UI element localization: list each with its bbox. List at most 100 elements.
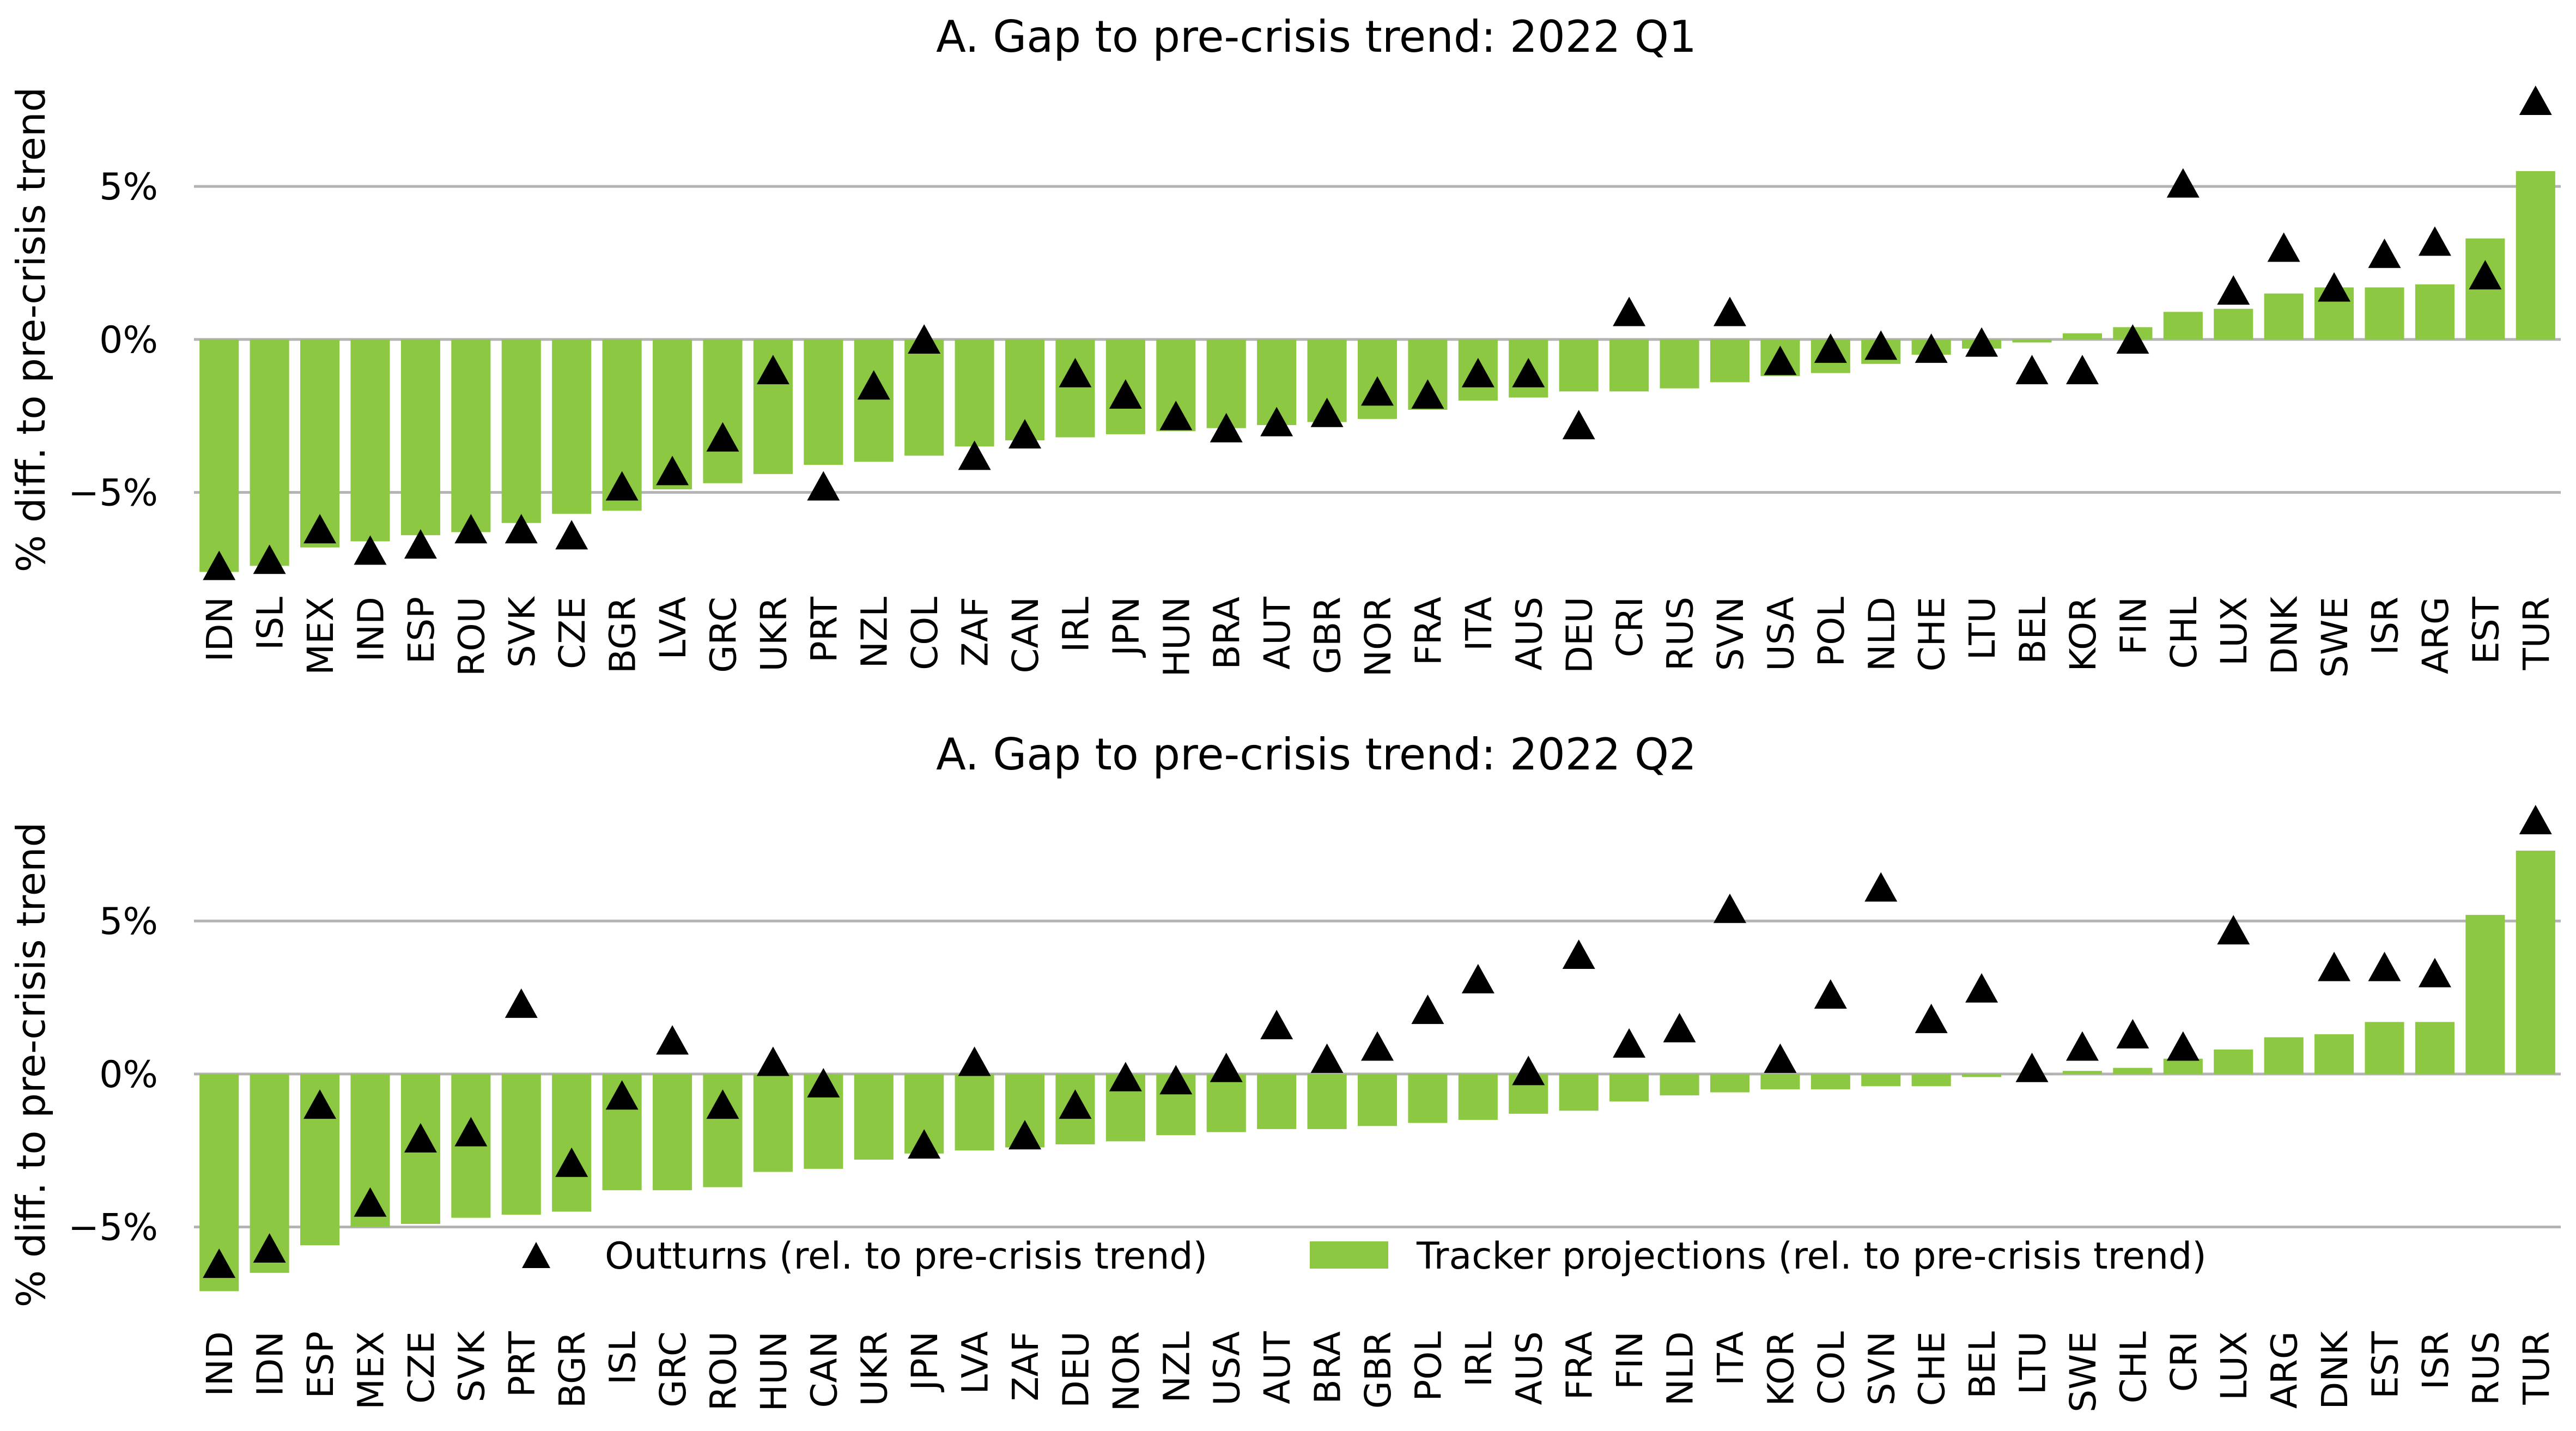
outturn-marker-q2-irl [1461,963,1494,993]
x-tick-label-q2: IRL [1458,1331,1500,1387]
y-tick-label-q1: 5% [99,166,158,209]
x-tick-label-q2: IDN [250,1331,291,1397]
tracker-bar-q1-rus [1660,339,1699,389]
x-tick-label-q2: ISR [2415,1331,2457,1390]
x-tick-label-q2: SVK [451,1330,493,1402]
outturn-marker-q1-ltu [1965,327,1998,357]
tracker-bar-q1-rou [451,339,491,532]
x-tick-label-q1: ISL [250,597,291,650]
outturn-marker-q2-swe [2065,1031,2099,1061]
legend-outturn-marker [522,1242,550,1268]
x-tick-label-q2: DNK [2314,1330,2356,1409]
outturn-marker-q2-ita [1713,893,1746,923]
outturn-marker-q1-idn [203,550,236,580]
outturn-marker-q2-aus [1512,1056,1545,1086]
x-tick-label-q1: SWE [2314,597,2356,678]
outturn-marker-q2-cze [404,1123,437,1153]
outturn-marker-q1-nzl [857,370,890,400]
outturn-marker-q1-aus [1512,357,1545,387]
outturn-marker-q2-can [807,1068,840,1097]
tracker-bar-q2-lva [955,1074,994,1151]
tracker-bar-q2-isr [2415,1022,2455,1074]
x-tick-label-q2: PRT [501,1331,543,1397]
outturn-marker-q1-lva [656,456,689,486]
outturn-marker-q2-nor [1109,1062,1142,1092]
tracker-bar-q2-cri [2163,1058,2203,1074]
outturn-marker-q1-irl [1059,357,1092,387]
x-tick-label-q2: ROU [702,1331,744,1411]
outturn-marker-q2-che [1915,1003,1948,1033]
x-tick-label-q1: SVK [501,596,543,668]
x-tick-label-q2: LUX [2213,1331,2255,1400]
outturn-marker-q2-svn [1864,872,1898,902]
x-tick-label-q1: POL [1811,597,1852,667]
outturn-marker-q2-nld [1663,1012,1696,1042]
x-tick-label-q1: IND [350,597,392,662]
x-tick-label-q1: GBR [1307,597,1349,674]
tracker-bar-q2-bgr [552,1074,592,1212]
outturn-marker-q2-idn [253,1233,286,1263]
y-tick-label-q2: −5% [68,1206,158,1250]
outturn-marker-q2-isr [2418,957,2451,987]
outturn-marker-q1-arg [2418,226,2451,256]
tracker-bar-q2-swe [2062,1071,2103,1074]
x-tick-label-q2: ZAF [1005,1331,1047,1401]
x-tick-label-q1: CZE [551,597,593,669]
x-tick-label-q1: NOR [1357,597,1399,677]
tracker-bar-q1-isr [2365,287,2404,339]
tracker-bar-q2-bel [1962,1074,2002,1077]
y-tick-label-q2: 0% [99,1053,158,1096]
tracker-bar-q1-esp [400,339,440,536]
tracker-bar-q2-che [1911,1074,1951,1087]
tracker-bar-q1-isl [250,339,289,566]
outturn-marker-q1-lux [2217,275,2250,305]
outturn-marker-q2-pol [1411,995,1444,1024]
x-tick-label-q1: AUT [1256,596,1298,669]
x-tick-label-q2: JPN [904,1331,946,1393]
x-tick-label-q1: CAN [1005,597,1047,674]
x-tick-label-q1: ESP [400,597,442,664]
x-tick-label-q1: NZL [854,597,896,669]
grid-lines-q2 [194,919,2561,1229]
panel-q1: A. Gap to pre-crisis trend: 2022 Q1 % di… [8,11,2561,678]
tracker-bar-q1-col [904,339,944,456]
tracker-bar-q2-kor [1760,1074,1800,1089]
x-tick-label-q1: RUS [1660,597,1702,671]
outturn-marker-q1-fra [1411,379,1444,409]
tracker-bar-q2-nld [1660,1074,1699,1096]
outturn-marker-q1-usa [1764,345,1797,375]
outturn-marker-q2-ind [203,1248,236,1278]
tracker-bar-q1-idn [199,339,239,572]
x-tick-label-q1: COL [904,597,946,670]
outturn-marker-q1-dnk [2267,232,2300,262]
outturn-marker-q1-col [908,324,941,354]
outturn-marker-q1-ita [1461,357,1494,387]
x-tick-label-q1: HUN [1156,597,1198,677]
outturn-marker-q1-pol [1814,333,1847,363]
tracker-bar-q1-prt [804,339,843,465]
tracker-bar-q2-lux [2214,1049,2253,1074]
outturn-marker-q1-mex [303,514,337,544]
x-tick-label-q2: CAN [803,1331,845,1408]
tracker-bar-q2-usa [1206,1074,1246,1132]
y-axis-label-q2: % diff. to pre-crisis trend [8,822,54,1308]
outturn-marker-q1-che [1915,333,1948,363]
x-tick-label-q1: UKR [753,597,795,671]
x-tick-label-q1: GRC [702,597,744,673]
x-tick-label-q2: IND [199,1331,241,1397]
tracker-bars-q1 [199,171,2555,572]
tracker-bar-q2-tur [2516,850,2555,1074]
outturn-marker-q2-fra [1562,939,1595,969]
outturn-marker-q1-cze [555,520,588,550]
tracker-bar-q2-prt [501,1074,541,1215]
x-tick-label-q1: ZAF [955,597,997,666]
x-tick-label-q1: TUR [2516,597,2557,670]
x-tick-label-q1: ARG [2415,597,2457,674]
outturn-marker-q2-nzl [1159,1065,1193,1095]
x-tick-label-q2: BRA [1307,1331,1349,1404]
x-tick-label-q2: USA [1206,1331,1248,1406]
x-tick-label-q2: SWE [2062,1331,2104,1412]
outturn-marker-q1-rou [454,514,488,544]
tracker-bar-q2-col [1811,1074,1850,1089]
